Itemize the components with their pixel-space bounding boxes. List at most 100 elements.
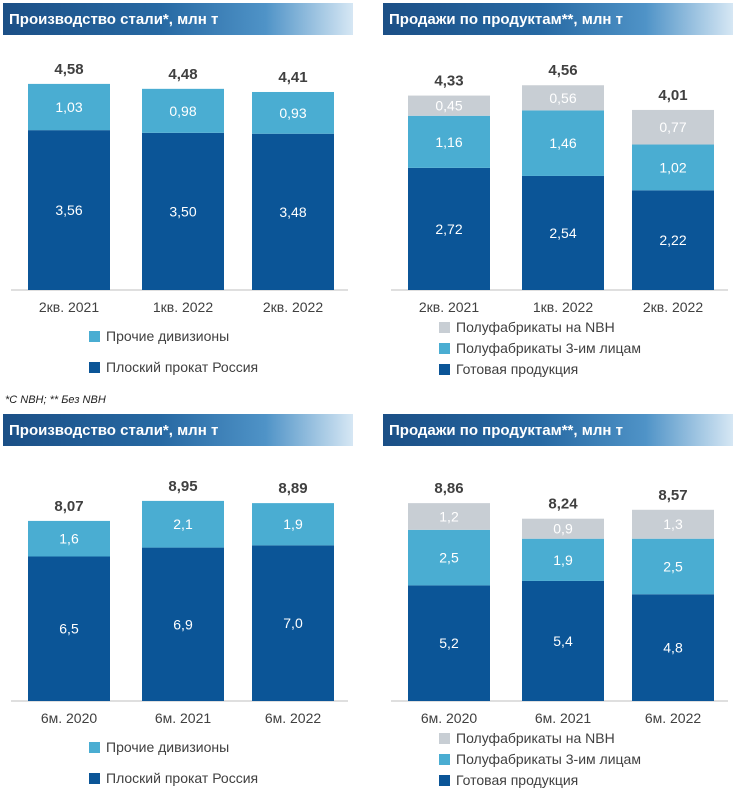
bar-segment	[252, 133, 334, 290]
segment-value-label: 1,6	[59, 531, 79, 547]
legend-swatch	[439, 321, 450, 333]
legend-item: Прочие дивизионы	[89, 739, 229, 755]
bar-segment	[522, 85, 604, 111]
bar-segment	[632, 538, 714, 595]
total-value-label: 8,86	[434, 480, 463, 497]
segment-value-label: 0,9	[553, 521, 573, 537]
segment-value-label: 2,22	[659, 232, 686, 248]
legend-item: Готовая продукция	[439, 361, 578, 377]
total-value-label: 8,24	[548, 496, 578, 513]
legend-label: Полуфабрикаты 3-им лицам	[456, 340, 641, 356]
segment-value-label: 6,9	[173, 616, 193, 632]
chart-title: Продажи по продуктам**, млн т	[383, 414, 733, 446]
legend-label: Полуфабрикаты на NBH	[456, 730, 615, 746]
segment-value-label: 3,56	[55, 202, 82, 218]
legend-label: Готовая продукция	[456, 772, 579, 788]
legend-item: Плоский прокат Россия	[89, 359, 258, 375]
segment-value-label: 2,5	[439, 550, 459, 566]
bar-chart: 6,5 1,6 8,07 6м. 2020 6,9 2,1 8,95 6м. 2021 7,0 1…	[11, 478, 348, 726]
legend-item: Прочие дивизионы	[89, 328, 229, 344]
segment-value-label: 0,93	[279, 105, 306, 121]
segment-value-label: 2,5	[663, 558, 683, 574]
legend-label: Плоский прокат Россия	[106, 770, 259, 786]
legend-item: Полуфабрикаты на NBH	[439, 730, 615, 746]
segment-value-label: 1,16	[435, 134, 462, 150]
segment-value-label: 3,50	[169, 203, 196, 219]
category-label: 6м. 2022	[645, 710, 702, 726]
segment-value-label: 0,45	[435, 98, 462, 114]
category-label: 2кв. 2022	[263, 299, 323, 315]
bar-segment	[252, 545, 334, 701]
legend-label: Прочие дивизионы	[106, 739, 230, 755]
segment-value-label: 7,0	[283, 615, 303, 631]
legend-swatch	[439, 342, 450, 354]
bar-chart: 2,72 1,16 0,45 4,33 2кв. 2021 2,54 1,46 0,56 4,5…	[391, 62, 728, 315]
legend-swatch	[439, 774, 450, 786]
chart-title: Производство стали*, млн т	[3, 414, 353, 446]
chart-title: Продажи по продуктам**, млн т	[383, 3, 733, 35]
segment-value-label: 1,9	[283, 516, 303, 532]
category-label: 1кв. 2022	[533, 299, 593, 315]
bar-segment	[522, 538, 604, 581]
segment-value-label: 1,46	[549, 135, 576, 151]
bar-segment	[28, 556, 110, 701]
bar-segment	[28, 520, 110, 557]
bar-segment	[632, 109, 714, 145]
bar-segment	[142, 547, 224, 701]
footnote: *С NBH; ** Без NBH	[5, 394, 106, 406]
total-value-label: 8,07	[54, 498, 83, 515]
legend-swatch	[89, 361, 100, 373]
bar-segment	[142, 88, 224, 133]
segment-value-label: 3,48	[279, 204, 306, 220]
total-value-label: 4,01	[658, 87, 687, 104]
legend-label: Прочие дивизионы	[106, 328, 230, 344]
segment-value-label: 1,02	[659, 159, 686, 175]
bar-segment	[522, 175, 604, 290]
total-value-label: 4,58	[54, 61, 83, 78]
segment-value-label: 2,1	[173, 516, 193, 532]
category-label: 1кв. 2022	[153, 299, 213, 315]
total-value-label: 4,41	[278, 69, 307, 86]
bar-segment	[632, 509, 714, 539]
segment-value-label: 1,03	[55, 99, 82, 115]
total-value-label: 4,56	[548, 62, 577, 79]
category-label: 6м. 2021	[535, 710, 592, 726]
category-label: 2кв. 2021	[39, 299, 99, 315]
total-value-label: 8,57	[658, 487, 687, 504]
bar-segment	[142, 132, 224, 290]
bar-segment	[522, 110, 604, 176]
bar-segment	[632, 190, 714, 290]
bar-segment	[522, 518, 604, 539]
bar-segment	[252, 503, 334, 546]
bar-segment	[408, 167, 490, 290]
category-label: 6м. 2020	[421, 710, 478, 726]
category-label: 6м. 2022	[265, 710, 322, 726]
segment-value-label: 0,98	[169, 103, 196, 119]
segment-value-label: 1,9	[553, 552, 573, 568]
category-label: 2кв. 2021	[419, 299, 479, 315]
segment-value-label: 6,5	[59, 621, 79, 637]
segment-value-label: 1,2	[439, 508, 459, 524]
legend-swatch	[439, 363, 450, 375]
total-value-label: 8,89	[278, 480, 307, 497]
legend-item: Готовая продукция	[439, 772, 578, 788]
bar-segment	[632, 594, 714, 701]
bar-segment	[408, 529, 490, 586]
legend-swatch	[89, 330, 100, 342]
chart-title: Производство стали*, млн т	[3, 3, 353, 35]
bar-segment	[408, 95, 490, 116]
total-value-label: 4,48	[168, 66, 197, 83]
segment-value-label: 2,54	[549, 225, 576, 241]
legend-swatch	[89, 741, 100, 753]
category-label: 6м. 2020	[41, 710, 98, 726]
legend-label: Плоский прокат Россия	[106, 359, 259, 375]
legend-label: Готовая продукция	[456, 361, 579, 377]
total-value-label: 8,95	[168, 478, 197, 495]
bar-segment	[252, 91, 334, 134]
segment-value-label: 2,72	[435, 221, 462, 237]
bar-segment	[522, 580, 604, 701]
segment-value-label: 4,8	[663, 640, 683, 656]
legend-item: Плоский прокат Россия	[89, 770, 258, 786]
segment-value-label: 1,3	[663, 516, 683, 532]
category-label: 2кв. 2022	[643, 299, 703, 315]
